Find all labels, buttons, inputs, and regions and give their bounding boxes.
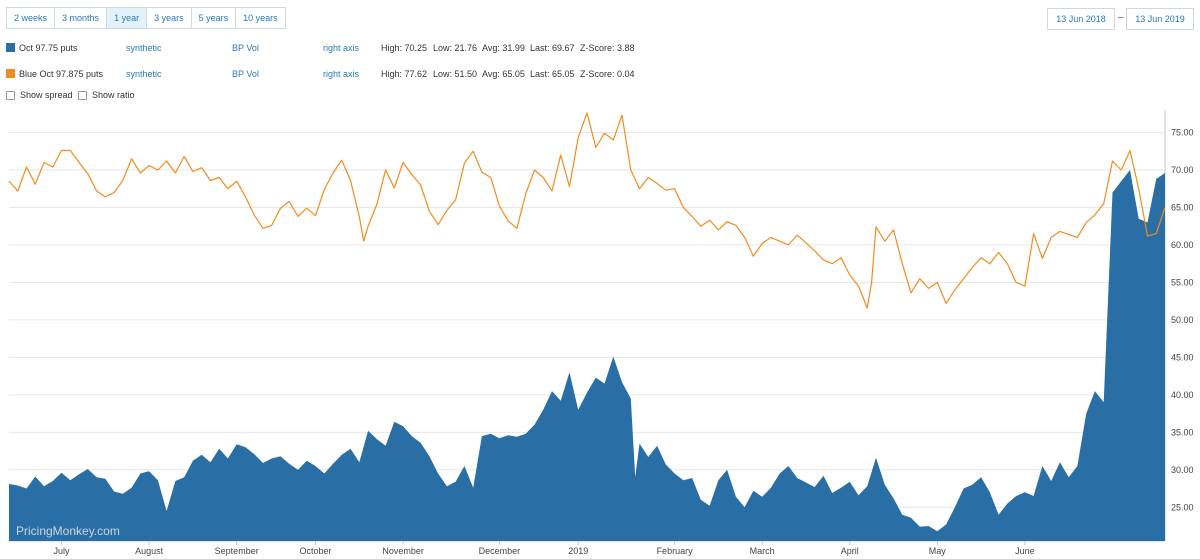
series-swatch-blue [6,43,15,52]
series-measure-link[interactable]: BP Vol [232,43,259,53]
show-spread-option[interactable]: Show spread [6,90,73,101]
y-tick-label: 35.00 [1171,427,1194,437]
y-tick-label: 30.00 [1171,465,1194,475]
series-zscore: Z-Score: 3.88 [580,43,635,53]
x-tick-label: November [382,546,424,556]
y-tick-label: 25.00 [1171,502,1194,512]
series-type-link[interactable]: synthetic [126,43,162,53]
chart: 25.00 30.00 35.00 40.00 45.00 50.00 55.00 60.00… [8,110,1194,556]
y-tick-label: 75.00 [1171,127,1194,137]
show-ratio-option[interactable]: Show ratio [78,90,135,101]
series-axis-link[interactable]: right axis [323,43,360,53]
range-button-3-years[interactable]: 3 years [147,8,192,28]
show-ratio-checkbox[interactable] [78,91,87,101]
range-button-5-years[interactable]: 5 years [191,8,237,28]
show-spread-checkbox[interactable] [6,91,15,101]
y-tick-label: 50.00 [1171,315,1194,325]
x-tick-label: July [54,546,71,556]
x-tick-label: May [929,546,947,556]
series-name: Blue Oct 97.875 puts [19,69,104,79]
series-area-oct-97-75-puts [9,170,1165,541]
range-button-2-weeks[interactable]: 2 weeks [7,8,56,28]
watermark-text: PricingMonkey.com [16,524,120,538]
series-name: Oct 97.75 puts [19,43,78,53]
x-tick-label: August [135,546,164,556]
y-tick-label: 45.00 [1171,352,1194,362]
series-row-2: Blue Oct 97.875 puts synthetic BP Vol ri… [6,67,666,81]
x-tick-label: September [215,546,259,556]
series-last: Last: 65.05 [530,69,575,79]
series-swatch-orange [6,69,15,78]
x-tick-label: October [300,546,332,556]
series-row-1: Oct 97.75 puts synthetic BP Vol right ax… [6,41,666,55]
x-tick-label: February [657,546,694,556]
y-tick-label: 60.00 [1171,240,1194,250]
series-low: Low: 51.50 [433,69,478,79]
date-separator: – [1118,12,1124,23]
series-avg: Avg: 31.99 [482,43,525,53]
series-high: High: 70.25 [381,43,428,53]
y-tick-label: 40.00 [1171,390,1194,400]
range-button-3-months[interactable]: 3 months [55,8,108,28]
series-last: Last: 69.67 [530,43,575,53]
x-tick-label: 2019 [568,546,588,556]
y-tick-label: 65.00 [1171,202,1194,212]
range-button-10-years[interactable]: 10 years [236,8,285,28]
series-measure-link[interactable]: BP Vol [232,69,259,79]
series-low: Low: 21.76 [433,43,478,53]
series-avg: Avg: 65.05 [482,69,525,79]
show-ratio-label: Show ratio [92,90,135,100]
range-button-1-year[interactable]: 1 year [107,8,148,28]
y-tick-label: 55.00 [1171,277,1194,287]
series-type-link[interactable]: synthetic [126,69,162,79]
series-axis-link[interactable]: right axis [323,69,360,79]
series-zscore: Z-Score: 0.04 [580,69,635,79]
show-spread-label: Show spread [20,90,73,100]
date-to-field[interactable]: 13 Jun 2019 [1126,8,1194,30]
x-tick-label: June [1015,546,1035,556]
range-button-group: 2 weeks 3 months 1 year 3 years 5 years … [6,7,286,29]
y-tick-label: 70.00 [1171,165,1194,175]
date-from-field[interactable]: 13 Jun 2018 [1047,8,1115,30]
series-high: High: 77.62 [381,69,428,79]
x-tick-label: April [841,546,859,556]
x-tick-label: December [479,546,521,556]
x-tick-label: March [750,546,775,556]
series-line-blue-oct-97-875-puts [8,112,1166,309]
